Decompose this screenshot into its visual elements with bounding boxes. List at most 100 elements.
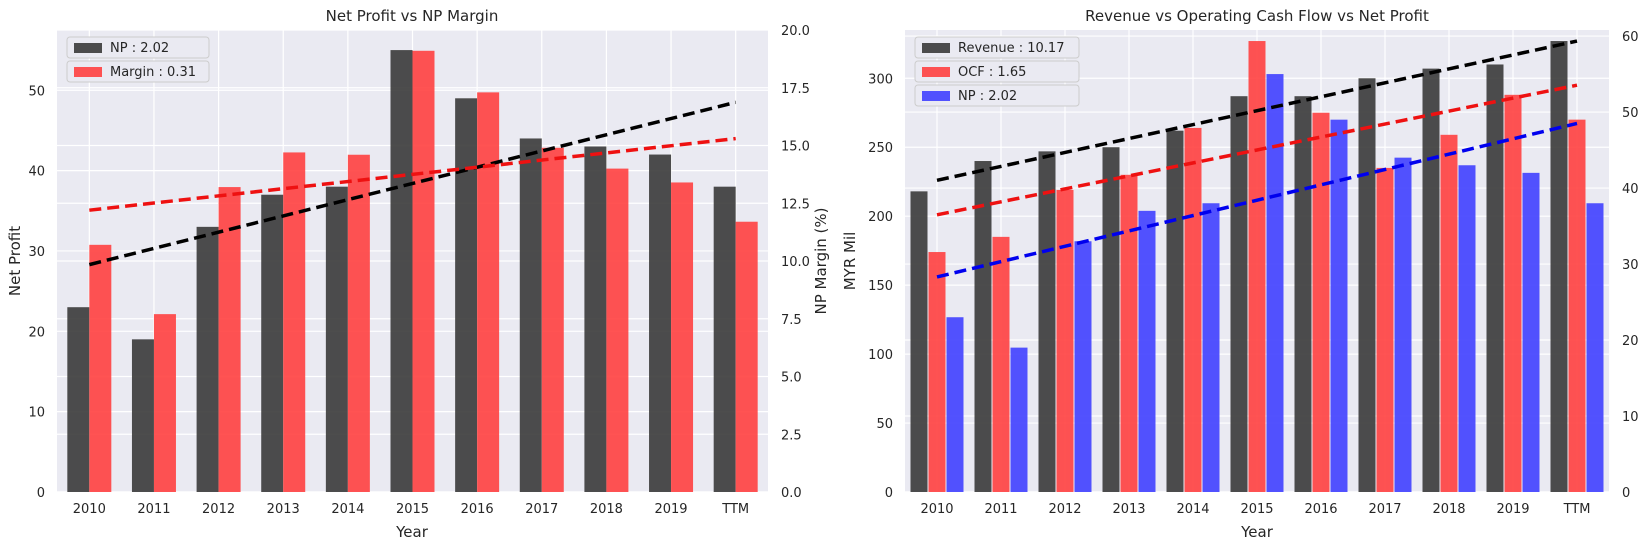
bar-tertiary <box>1586 203 1604 492</box>
bar-secondary <box>1248 41 1266 492</box>
x-tick-label: 2013 <box>267 502 300 517</box>
x-tick-label: 2018 <box>590 502 623 517</box>
x-tick-label: 2019 <box>654 502 687 517</box>
bar-secondary <box>1184 127 1202 493</box>
x-tick-label: 2016 <box>1304 502 1337 517</box>
y-axis-label: MYR Mil <box>841 232 859 291</box>
y2-tick-label: 20.0 <box>781 24 810 39</box>
y2-tick-label: 0 <box>1622 486 1630 501</box>
bar-primary <box>649 154 672 492</box>
y2-tick-label: 2.5 <box>781 428 802 443</box>
x-tick-label: 2011 <box>984 502 1017 517</box>
y2-tick-label: 20 <box>1622 334 1639 349</box>
trend-line <box>936 83 1578 217</box>
legend-label: Revenue : 10.17 <box>958 41 1064 56</box>
y2-tick-label: 10 <box>1622 410 1639 425</box>
trend-line <box>936 39 1578 183</box>
y-tick-labels: 0 50 100 150 200 250 300 <box>868 72 893 501</box>
y-tick-labels: 0 10 20 30 40 50 <box>28 84 45 501</box>
x-tick-label: 2010 <box>73 502 106 517</box>
y-tick-label: 250 <box>868 141 893 156</box>
bar-secondary <box>1440 134 1458 492</box>
x-tick-label: 2017 <box>525 502 558 517</box>
y2-tick-label: 30 <box>1622 258 1639 273</box>
bars <box>910 41 1604 493</box>
bar-secondary <box>153 314 176 492</box>
bar-primary <box>131 339 154 492</box>
chart-revenue-ocf-np: 2010 2011 2012 2013 2014 2015 2016 2017 2018 2019… <box>841 7 1639 541</box>
bar-tertiary <box>1522 172 1540 492</box>
y2-tick-labels: 0.0 2.5 5.0 7.5 10.0 12.5 15.0 17.5 20.0 <box>781 24 810 501</box>
y2-tick-label: 15.0 <box>781 140 810 155</box>
x-axis-label: Year <box>1240 523 1274 541</box>
x-tick-label: 2012 <box>1048 502 1081 517</box>
bar-tertiary <box>946 317 964 492</box>
legend-entry-box <box>914 36 1080 59</box>
legend-entry-box <box>66 36 210 59</box>
bar-secondary <box>1504 94 1522 493</box>
x-axis-label: Year <box>395 523 429 541</box>
chart-net-profit-vs-margin: 2010 2011 2012 2013 2014 2015 2016 2017 2018 2019… <box>6 7 830 541</box>
y-tick-label: 30 <box>28 245 45 260</box>
bar-secondary <box>992 236 1010 492</box>
bar-primary <box>1230 96 1248 492</box>
y-tick-label: 50 <box>876 417 893 432</box>
x-tick-label: 2018 <box>1432 502 1465 517</box>
trendlines <box>936 39 1578 279</box>
bar-secondary <box>89 244 112 492</box>
y-axis-label: Net Profit <box>6 226 24 296</box>
legend-label: NP : 2.02 <box>958 89 1017 104</box>
y2-tick-label: 12.5 <box>781 197 810 212</box>
legend-swatch <box>74 43 102 53</box>
bar-secondary <box>347 154 370 493</box>
bar-secondary <box>671 182 694 492</box>
y-tick-label: 20 <box>28 325 45 340</box>
legend: NP : 2.02 Margin : 0.31 <box>66 36 210 83</box>
bar-tertiary <box>1266 74 1284 493</box>
bar-secondary <box>283 152 306 492</box>
bar-tertiary <box>1458 165 1476 492</box>
y2-axis-label: NP Margin (%) <box>812 208 830 315</box>
y2-tick-label: 0.0 <box>781 486 802 501</box>
y2-tick-label: 50 <box>1622 106 1639 121</box>
bar-primary <box>974 161 992 492</box>
y2-tick-label: 60 <box>1622 30 1639 45</box>
bar-primary <box>1038 151 1056 492</box>
legend-label: OCF : 1.65 <box>958 65 1026 80</box>
bar-secondary <box>1056 189 1074 492</box>
y2-tick-label: 40 <box>1622 182 1639 197</box>
x-tick-label: 2014 <box>1176 502 1209 517</box>
y2-tick-label: 17.5 <box>781 82 810 97</box>
bar-secondary <box>735 221 758 493</box>
y-tick-label: 150 <box>868 279 893 294</box>
bar-primary <box>455 98 478 492</box>
bar-primary <box>67 307 90 492</box>
chart-title: Revenue vs Operating Cash Flow vs Net Pr… <box>1085 7 1429 25</box>
bar-primary <box>1358 78 1376 493</box>
x-tick-labels: 2010 2011 2012 2013 2014 2015 2016 2017 2018 2019… <box>73 502 749 517</box>
bar-primary <box>910 191 928 492</box>
x-tick-labels: 2010 2011 2012 2013 2014 2015 2016 2017 2018 2019… <box>920 502 1590 517</box>
trendlines <box>88 100 737 267</box>
bar-primary <box>390 50 413 493</box>
x-tick-label: TTM <box>1563 502 1591 517</box>
bar-tertiary <box>1330 119 1348 492</box>
bar-tertiary <box>1010 347 1028 492</box>
bar-tertiary <box>1074 241 1092 492</box>
legend-entry-box <box>66 60 210 83</box>
bar-primary <box>1294 96 1312 492</box>
trend-line <box>88 100 737 267</box>
bar-primary <box>196 226 219 492</box>
bar-tertiary <box>1138 210 1156 492</box>
y2-tick-label: 5.0 <box>781 371 802 386</box>
legend-swatch <box>74 67 102 77</box>
y-tick-label: 50 <box>28 84 45 99</box>
bars <box>67 50 758 493</box>
bar-primary <box>1550 41 1568 492</box>
x-tick-label: 2010 <box>920 502 953 517</box>
bar-secondary <box>477 92 500 493</box>
bar-secondary <box>928 252 946 492</box>
bar-primary <box>584 146 607 493</box>
bar-primary <box>1422 68 1440 492</box>
